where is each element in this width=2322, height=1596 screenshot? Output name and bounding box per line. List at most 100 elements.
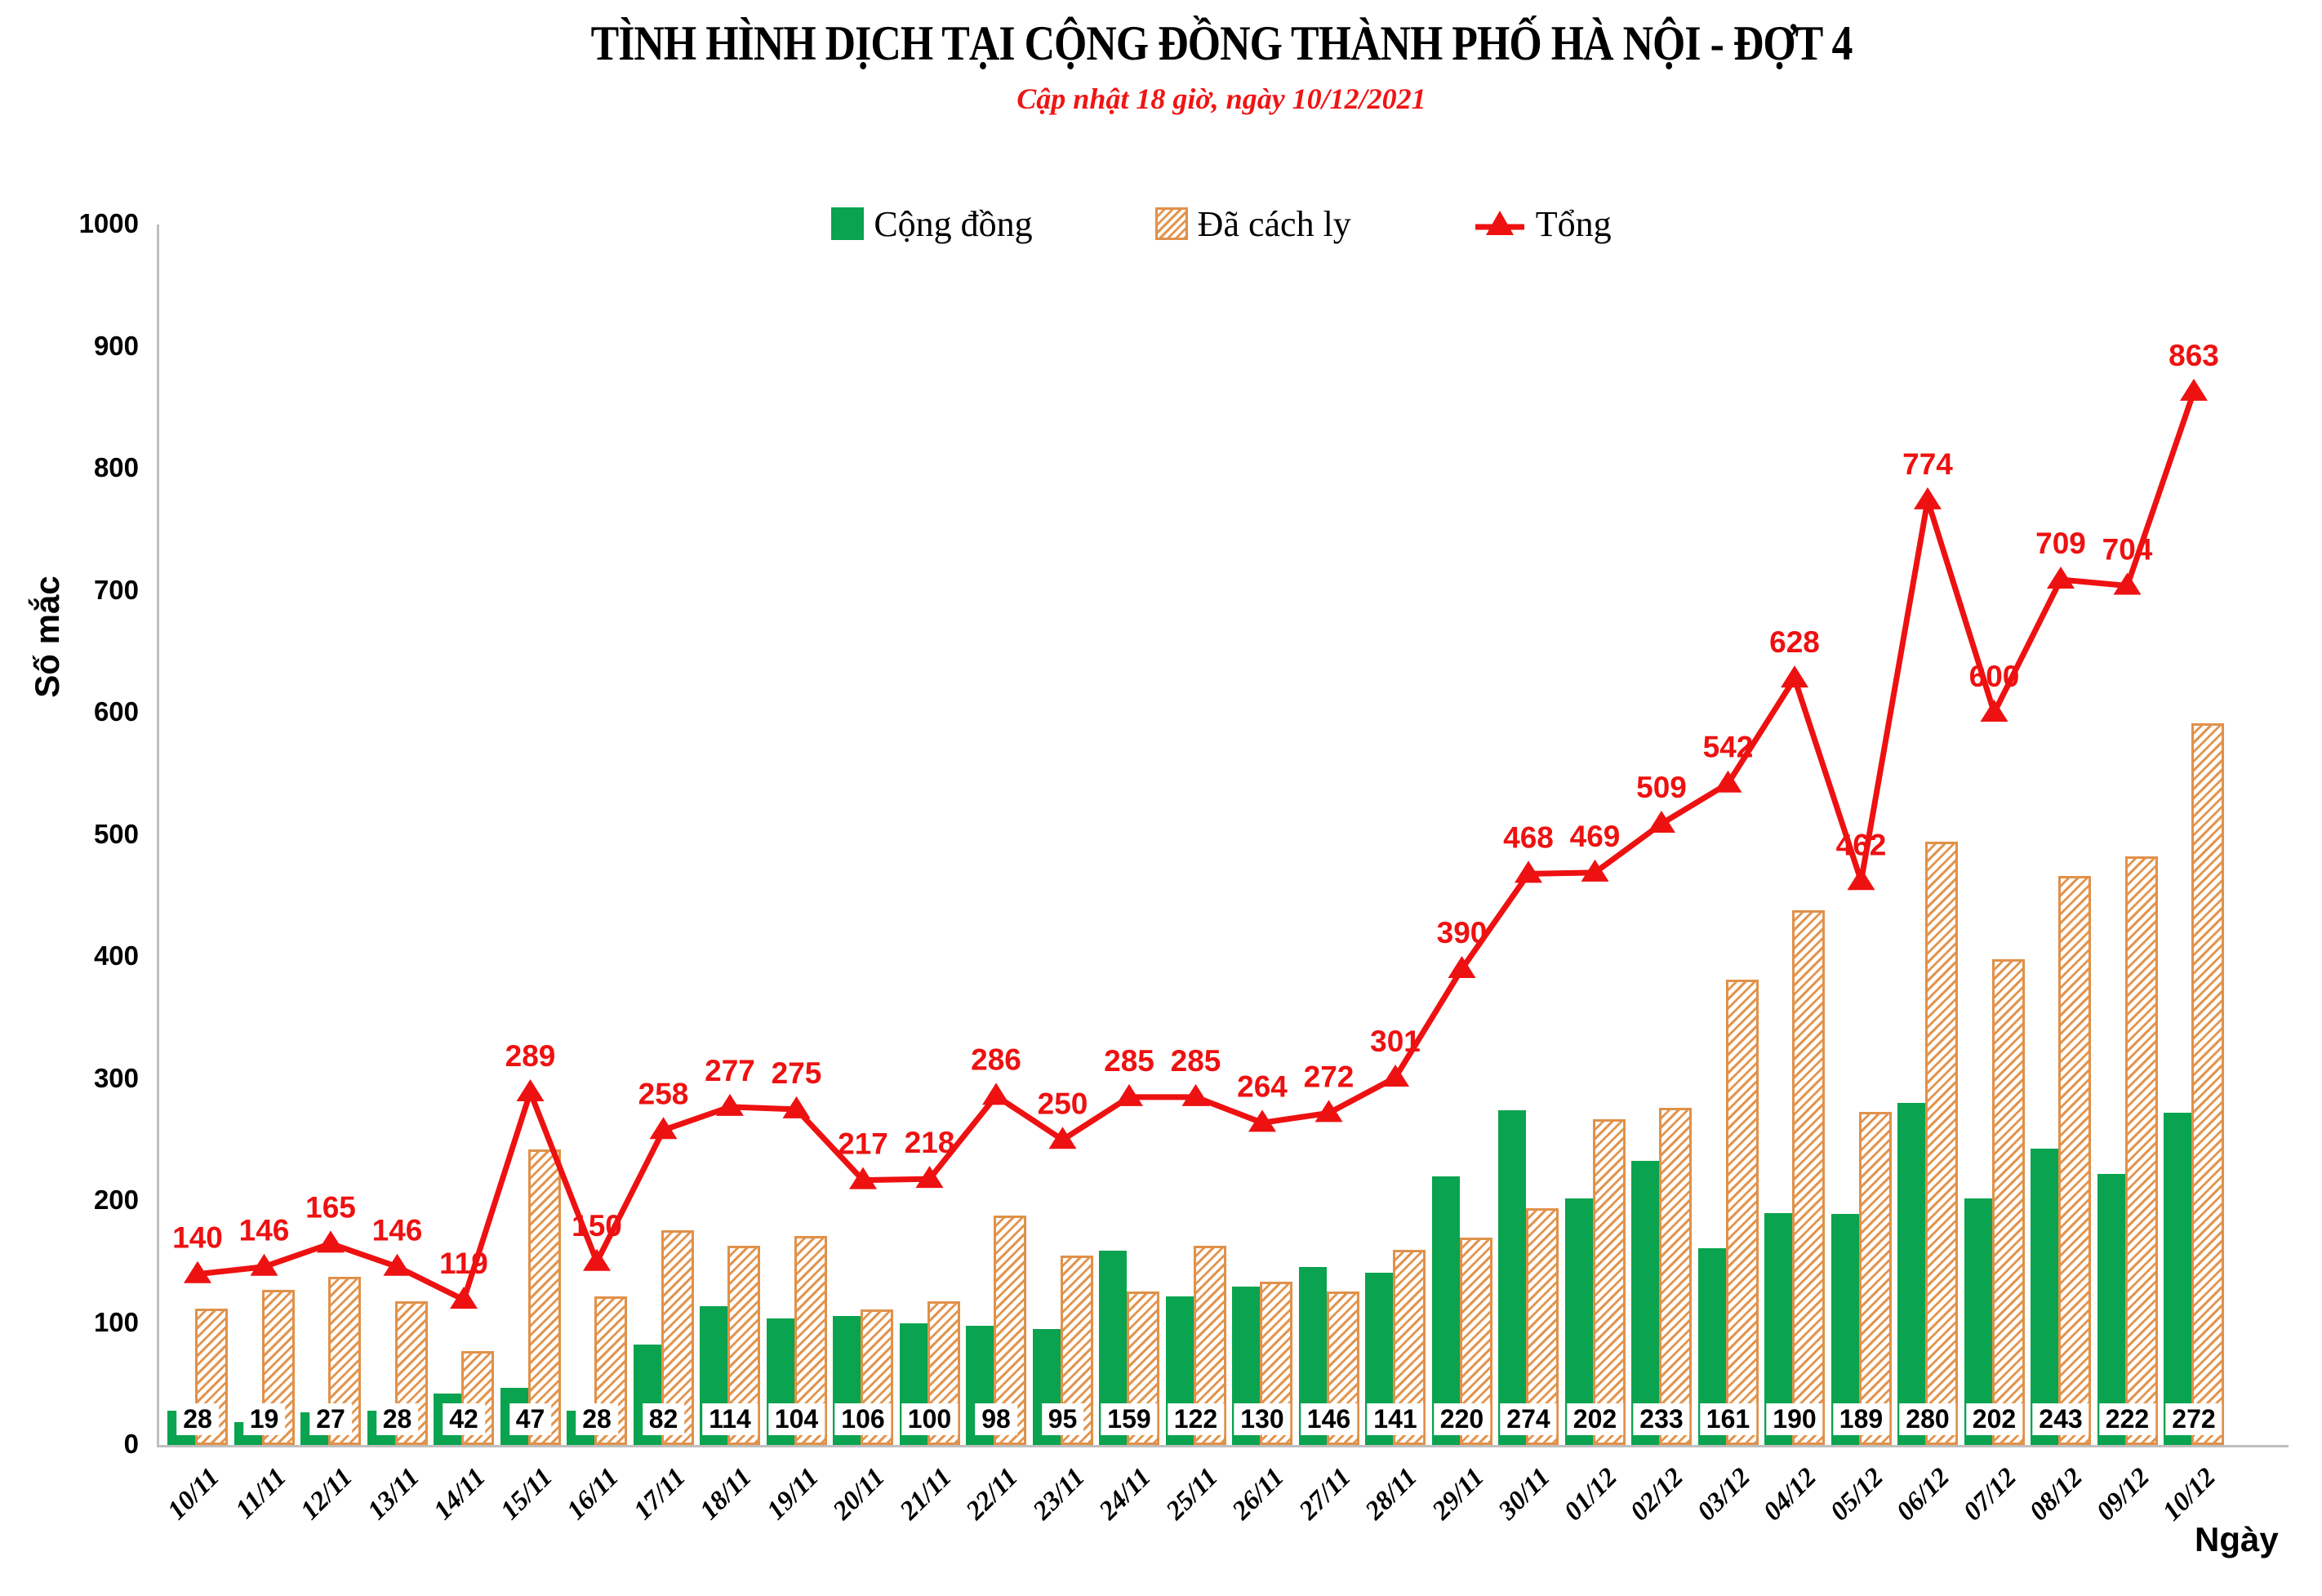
bar-cong-dong <box>2031 1148 2058 1445</box>
bar-da-cach-ly <box>1725 980 1759 1445</box>
y-tick-label: 600 <box>93 696 139 727</box>
cong-dong-value-label: 202 <box>1566 1403 1624 1435</box>
total-value-label: 289 <box>505 1039 556 1073</box>
total-line-layer: 140 146 165 146 119 289 150 258 277 275 217 218 286 2… <box>172 339 2219 1309</box>
cong-dong-value-label: 42 <box>443 1403 485 1435</box>
bar-cong-dong <box>1498 1110 1526 1445</box>
bar-cong-dong <box>1631 1160 1659 1445</box>
plot-area: 140 146 165 146 119 289 150 258 277 275 217 218 286 2… <box>157 225 2289 1447</box>
total-marker <box>1248 1109 1276 1132</box>
total-marker <box>184 1260 211 1283</box>
total-value-label: 285 <box>1104 1044 1154 1078</box>
cong-dong-value-label: 82 <box>642 1403 685 1435</box>
y-tick-label: 400 <box>93 940 139 971</box>
total-marker <box>1181 1083 1210 1106</box>
bar-cong-dong <box>1431 1176 1460 1445</box>
bar-da-cach-ly <box>1659 1108 1692 1445</box>
total-marker <box>2180 378 2208 401</box>
total-value-label: 250 <box>1038 1087 1088 1120</box>
bar-da-cach-ly <box>527 1149 561 1445</box>
cong-dong-value-label: 28 <box>376 1403 419 1435</box>
x-axis-title: Ngày <box>2195 1520 2279 1558</box>
total-value-label: 468 <box>1503 820 1554 854</box>
cong-dong-value-label: 272 <box>2165 1403 2222 1435</box>
total-marker <box>1314 1100 1343 1123</box>
cong-dong-value-label: 106 <box>834 1403 892 1435</box>
legend-item-da-cach-ly: Đã cách ly <box>1154 203 1351 245</box>
total-marker <box>1914 487 1942 509</box>
cong-dong-value-label: 122 <box>1167 1403 1225 1435</box>
cong-dong-value-label: 47 <box>509 1403 552 1435</box>
cong-dong-value-label: 98 <box>975 1403 1017 1435</box>
page-title: TÌNH HÌNH DỊCH TẠI CỘNG ĐỒNG THÀNH PHỐ H… <box>590 16 1853 71</box>
cong-dong-value-label: 243 <box>2032 1403 2089 1435</box>
bar-da-cach-ly <box>2058 876 2091 1445</box>
total-marker <box>250 1253 278 1276</box>
cong-dong-value-label: 233 <box>1633 1403 1690 1435</box>
orange-hatch-swatch-icon <box>1154 207 1188 240</box>
cong-dong-value-label: 189 <box>1832 1403 1890 1435</box>
total-marker <box>782 1096 811 1118</box>
cong-dong-value-label: 130 <box>1234 1403 1291 1435</box>
total-value-label: 509 <box>1636 771 1687 804</box>
total-value-label: 542 <box>1703 731 1754 764</box>
total-marker <box>1381 1065 1409 1087</box>
y-tick-label: 500 <box>93 818 139 849</box>
total-marker <box>1115 1083 1143 1106</box>
bar-da-cach-ly <box>1858 1111 1892 1445</box>
cong-dong-value-label: 274 <box>1500 1403 1557 1435</box>
total-marker <box>649 1117 678 1140</box>
total-marker <box>1515 860 1542 883</box>
total-marker <box>716 1093 744 1116</box>
cong-dong-value-label: 27 <box>309 1403 352 1435</box>
total-marker <box>1847 868 1875 891</box>
bar-da-cach-ly <box>1925 842 1958 1445</box>
legend-item-tong: Tổng <box>1474 203 1612 245</box>
cong-dong-value-label: 28 <box>176 1403 219 1435</box>
bar-da-cach-ly <box>1792 910 1825 1445</box>
total-marker <box>450 1287 478 1309</box>
bar-cong-dong <box>2164 1113 2191 1445</box>
chart-subtitle: Cập nhật 18 giờ, ngày 10/12/2021 <box>1016 82 1426 115</box>
cong-dong-value-label: 95 <box>1041 1403 1084 1435</box>
total-value-label: 774 <box>1902 447 1953 481</box>
bar-da-cach-ly <box>2191 723 2224 1445</box>
total-value-label: 301 <box>1370 1025 1421 1058</box>
cong-dong-value-label: 114 <box>702 1403 758 1435</box>
total-value-label: 217 <box>838 1127 888 1161</box>
cong-dong-value-label: 159 <box>1101 1403 1158 1435</box>
total-value-label: 628 <box>1769 625 1820 659</box>
cong-dong-value-label: 100 <box>901 1403 959 1435</box>
total-marker <box>1714 770 1742 793</box>
bar-da-cach-ly <box>1991 959 2025 1445</box>
total-marker <box>849 1167 877 1189</box>
cong-dong-value-label: 146 <box>1300 1403 1358 1435</box>
legend-item-cong-dong: Cộng đồng <box>831 203 1033 245</box>
y-tick-label: 0 <box>123 1429 139 1459</box>
total-marker <box>317 1230 345 1253</box>
total-marker <box>915 1166 944 1189</box>
cong-dong-value-label: 222 <box>2098 1403 2156 1435</box>
total-line <box>197 390 2197 1303</box>
total-value-label: 146 <box>239 1214 290 1247</box>
cong-dong-value-label: 19 <box>242 1403 286 1435</box>
total-marker <box>1581 859 1609 882</box>
total-marker <box>583 1248 611 1271</box>
total-value-label: 140 <box>172 1221 223 1255</box>
y-tick-label: 900 <box>93 330 139 361</box>
total-marker <box>1048 1127 1077 1149</box>
total-value-label: 218 <box>905 1126 955 1159</box>
total-value-label: 258 <box>638 1077 689 1110</box>
total-value-label: 469 <box>1570 820 1621 853</box>
total-marker <box>2047 567 2075 589</box>
cong-dong-value-label: 104 <box>767 1403 825 1435</box>
total-marker <box>2113 572 2142 595</box>
total-marker <box>1980 700 2008 722</box>
bar-da-cach-ly <box>2124 856 2158 1445</box>
total-value-label: 285 <box>1171 1044 1221 1078</box>
total-value-label: 704 <box>2102 533 2153 567</box>
bar-da-cach-ly <box>1592 1118 1626 1445</box>
red-line-marker-icon <box>1474 206 1526 242</box>
total-marker <box>516 1078 545 1101</box>
cong-dong-value-label: 190 <box>1766 1403 1823 1435</box>
